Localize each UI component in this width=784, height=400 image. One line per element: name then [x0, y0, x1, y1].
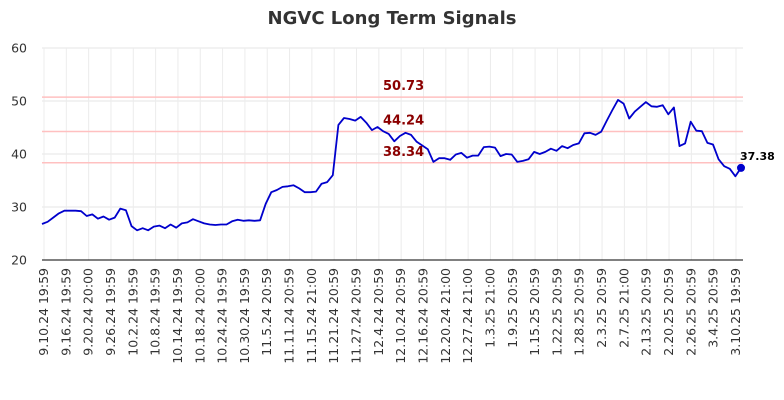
x-tick-label: 2.3.25 20:59: [594, 268, 609, 348]
x-tick-label: 11.5.24 20:59: [259, 268, 274, 356]
y-tick-label: 50: [11, 94, 27, 109]
x-tick-label: 10.24.24 19:59: [215, 268, 230, 364]
series: [41, 99, 745, 232]
last-value-label: 37.38: [740, 150, 775, 163]
x-tick-label: 1.9.25 20:59: [505, 268, 520, 348]
x-tick-label: 3.4.25 20:59: [706, 268, 721, 348]
x-tick-label: 9.10.24 19:59: [36, 268, 51, 356]
x-tick-label: 1.22.25 20:59: [549, 268, 564, 356]
last-point-marker: [737, 163, 745, 172]
y-tick-label: 30: [11, 200, 27, 215]
x-tick-label: 11.21.24 20:59: [326, 268, 341, 364]
x-tick-label: 12.20.24 21:00: [438, 268, 453, 364]
y-tick-label: 40: [11, 147, 27, 162]
x-tick-label: 2.20.25 20:59: [661, 268, 676, 356]
x-tick-label: 10.14.24 19:59: [170, 268, 185, 364]
x-tick-label: 2.26.25 20:59: [683, 268, 698, 356]
x-tick-label: 12.10.24 20:59: [393, 268, 408, 364]
x-tick-label: 1.3.25 21:00: [482, 268, 497, 348]
series-line: [41, 99, 742, 232]
x-tick-label: 9.20.24 20:00: [81, 268, 96, 356]
x-tick-label: 12.16.24 20:59: [415, 268, 430, 364]
x-axis-ticks: 9.10.24 19:59 9.16.24 19:59 9.20.24 20:00 9…: [36, 268, 743, 364]
x-tick-label: 9.26.24 19:59: [103, 268, 118, 356]
chart-title: NGVC Long Term Signals: [267, 8, 517, 29]
x-tick-label: 3.10.25 19:59: [728, 268, 743, 356]
signal-line-label: 44.24: [383, 114, 424, 129]
grid: [42, 47, 743, 260]
y-axis-ticks: 20 30 40 50 60: [11, 41, 27, 268]
x-tick-label: 2.13.25 20:59: [639, 268, 654, 356]
signal-line-label: 38.34: [383, 145, 424, 160]
y-tick-label: 60: [11, 41, 27, 56]
x-tick-label: 9.16.24 19:59: [58, 268, 73, 356]
x-tick-label: 11.27.24 20:59: [349, 268, 364, 364]
signal-line-label: 50.73: [383, 79, 424, 94]
x-tick-label: 2.7.25 21:00: [616, 268, 631, 348]
annotations: 50.73 44.24 38.34 37.38: [383, 79, 775, 163]
x-tick-label: 1.28.25 20:59: [572, 268, 587, 356]
x-tick-label: 10.30.24 19:59: [237, 268, 252, 364]
x-tick-label: 1.15.25 20:59: [527, 268, 542, 356]
x-tick-label: 12.27.24 21:00: [460, 268, 475, 364]
x-tick-label: 11.11.24 20:59: [282, 268, 297, 364]
signal-lines: [42, 96, 743, 164]
x-tick-label: 12.4.24 20:59: [371, 268, 386, 356]
x-tick-label: 10.18.24 20:00: [192, 268, 207, 364]
y-tick-label: 20: [11, 253, 27, 268]
x-tick-label: 10.8.24 19:59: [148, 268, 163, 356]
x-tick-label: 11.15.24 21:00: [304, 268, 319, 364]
x-tick-label: 10.2.24 19:59: [125, 268, 140, 356]
